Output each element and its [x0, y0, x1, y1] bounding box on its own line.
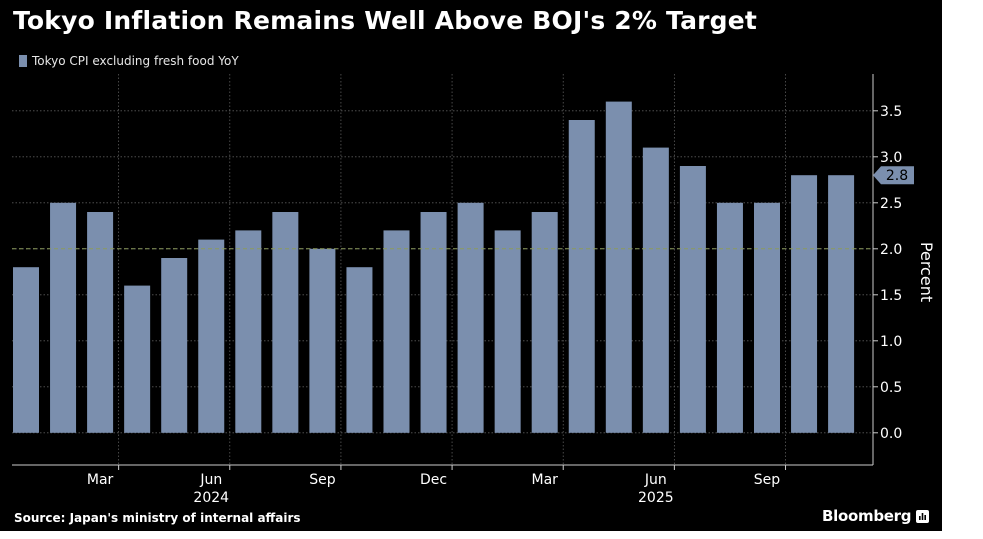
bar — [568, 120, 595, 433]
bar — [531, 212, 558, 433]
y-tick-label: 2.5 — [880, 196, 902, 212]
last-value-label: 2.8 — [886, 168, 908, 184]
x-tick-label: Sep — [754, 472, 781, 488]
x-tick-label: Jun — [199, 472, 222, 488]
bar — [124, 285, 151, 433]
last-value-callout — [873, 166, 914, 185]
x-tick-label: Dec — [420, 472, 447, 488]
x-year-label: 2024 — [193, 490, 229, 506]
bar — [420, 212, 447, 433]
bar — [791, 175, 818, 433]
x-tick-label: Jun — [644, 472, 667, 488]
bar-chart-icon — [916, 509, 930, 523]
bar — [198, 239, 225, 433]
bar — [309, 248, 336, 433]
y-tick-label: 0.0 — [880, 426, 902, 442]
bar — [383, 230, 410, 433]
source-note: Source: Japan's ministry of internal aff… — [14, 511, 301, 525]
bar — [87, 212, 114, 433]
chart-title: Tokyo Inflation Remains Well Above BOJ's… — [13, 6, 758, 35]
y-tick-label: 1.0 — [880, 334, 902, 350]
bar — [346, 267, 373, 433]
y-tick-label: 2.0 — [880, 242, 902, 258]
x-year-label: 2025 — [638, 490, 674, 506]
bar — [754, 202, 780, 433]
legend: Tokyo CPI excluding fresh food YoY — [19, 54, 239, 68]
bar — [457, 202, 484, 433]
x-tick-label: Sep — [309, 472, 336, 488]
y-tick-label: 3.0 — [880, 150, 902, 166]
y-tick-label: 3.5 — [880, 104, 902, 120]
x-tick-label: Mar — [531, 472, 558, 488]
x-tick-label: Mar — [87, 472, 114, 488]
y-tick-label: 0.5 — [880, 380, 902, 396]
axes: 0.0 0.5 1.0 1.5 2.0 2.5 3.0 3.5 Mar Jun Sep Dec Mar J… — [12, 74, 936, 506]
bars — [13, 101, 855, 433]
bar — [50, 202, 77, 433]
bar — [716, 202, 743, 433]
legend-label: Tokyo CPI excluding fresh food YoY — [32, 54, 239, 68]
brand-name: Bloomberg — [822, 507, 912, 525]
chart-plot: 0.0 0.5 1.0 1.5 2.0 2.5 3.0 3.5 Mar Jun Sep Dec Mar J… — [12, 74, 936, 506]
bar — [679, 166, 706, 433]
bar — [13, 267, 39, 433]
bar — [494, 230, 521, 433]
y-axis-title: Percent — [917, 242, 936, 302]
y-tick-label: 1.5 — [880, 288, 902, 304]
bar — [828, 175, 855, 433]
bar — [605, 101, 632, 433]
bar — [642, 147, 669, 433]
bar — [272, 212, 299, 433]
bar — [161, 258, 188, 433]
brand-logo: Bloomberg — [822, 507, 930, 525]
bar — [235, 230, 262, 433]
legend-swatch — [19, 55, 27, 67]
